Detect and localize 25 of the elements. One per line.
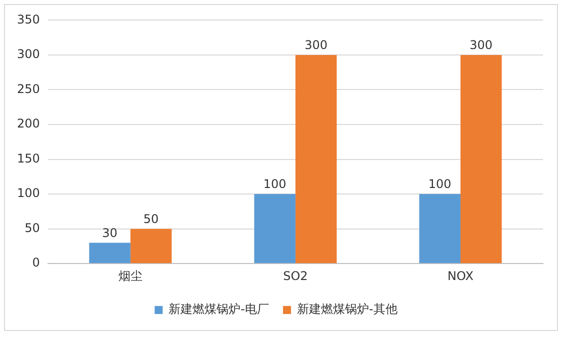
y-tick-label: 200 [17, 116, 40, 131]
legend-label: 新建燃煤锅炉-其他 [297, 302, 398, 316]
x-tick-label: NOX [448, 268, 474, 283]
y-tick-label: 100 [17, 186, 40, 200]
data-label: 100 [263, 177, 286, 192]
x-tick-label: 烟尘 [118, 268, 142, 283]
bar [460, 54, 502, 264]
y-tick-label: 50 [24, 220, 40, 235]
bar [130, 228, 172, 264]
y-tick-label: 0 [32, 256, 40, 270]
bar [89, 242, 130, 264]
bar [254, 194, 296, 264]
data-label: 100 [428, 177, 452, 192]
data-label: 300 [304, 38, 328, 52]
x-tick-label: SO2 [283, 268, 308, 283]
data-label: 300 [470, 38, 493, 52]
data-label: 30 [102, 226, 118, 240]
bar [295, 54, 337, 264]
y-tick-label: 300 [17, 47, 40, 62]
y-tick-label: 150 [17, 151, 40, 166]
y-tick-label: 250 [17, 82, 40, 96]
data-label: 50 [143, 212, 159, 226]
bar [419, 194, 460, 264]
y-tick-label: 350 [17, 12, 40, 26]
legend-label: 新建燃煤锅炉-电厂 [168, 302, 270, 316]
